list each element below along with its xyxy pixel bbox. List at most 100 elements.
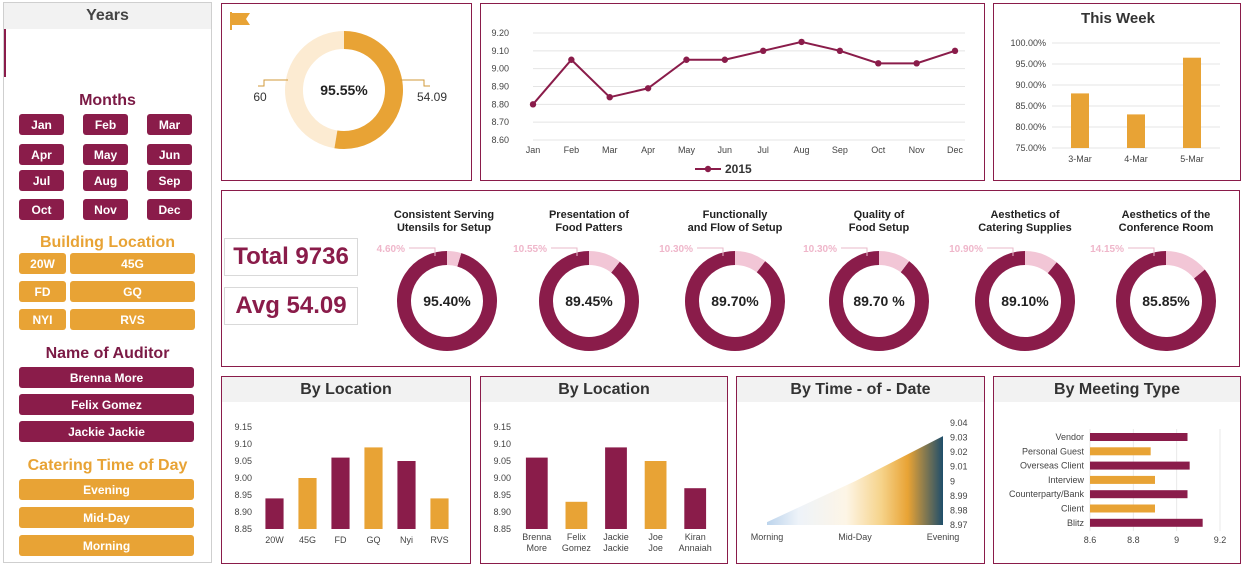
bar-0 xyxy=(265,498,284,529)
month-button-jun[interactable]: Jun xyxy=(147,144,192,165)
donut-gap-arc xyxy=(734,251,766,273)
y-tick-label: 100.00% xyxy=(1010,38,1046,48)
this-week-chart: This Week 75.00% 80.00% 85.00% 90.00% 95.00% 1… xyxy=(1010,10,1220,164)
donut-gap-label: 4.60% xyxy=(377,244,405,255)
catering-button-mid-day[interactable]: Mid-Day xyxy=(19,507,194,528)
building-button-fd[interactable]: FD xyxy=(19,281,66,302)
category-label-line2: Catering Supplies xyxy=(978,222,1072,234)
donut-score-arc xyxy=(1116,251,1216,351)
y-tick-label: 8.90 xyxy=(491,82,509,92)
month-button-aug[interactable]: Aug xyxy=(83,170,128,191)
y-tick-label: 75.00% xyxy=(1015,143,1046,153)
month-button-dec[interactable]: Dec xyxy=(147,199,192,220)
by-auditor-title: By Location xyxy=(481,377,727,402)
x-tick-label: Apr xyxy=(641,145,655,155)
catering-button-morning[interactable]: Morning xyxy=(19,535,194,556)
bar-3 xyxy=(364,447,383,529)
donut-gap-label: 10.30% xyxy=(803,244,837,255)
x-tick-label: Jun xyxy=(718,145,733,155)
bar-1 xyxy=(1090,447,1151,456)
building-button-45g[interactable]: 45G xyxy=(70,253,195,274)
data-point xyxy=(875,60,882,67)
bar-1 xyxy=(565,501,588,529)
category-label-1: Presentation of Food Patters xyxy=(519,209,659,235)
donut-score-label: 89.45% xyxy=(565,293,613,309)
x-tick-label: Evening xyxy=(927,532,960,542)
months-slicer-title: Months xyxy=(79,92,136,109)
building-button-rvs[interactable]: RVS xyxy=(70,309,195,330)
donut-gap-arc xyxy=(446,251,462,267)
data-point xyxy=(721,56,729,63)
donut-gap-arc xyxy=(878,251,910,273)
building-slicer-title: Building Location xyxy=(39,234,176,251)
x-tick-label: Kiran xyxy=(685,532,706,542)
category-label-line2: Conference Room xyxy=(1118,222,1214,234)
auditor-button-2[interactable]: Jackie Jackie xyxy=(19,421,194,442)
category-label-line1: Functionally xyxy=(702,209,768,221)
by-time-panel: By Time - of - Date 8.97 8.98 8.99 9 9.01 9.0… xyxy=(736,376,985,564)
legend-label: 2015 xyxy=(725,162,752,176)
catering-button-evening[interactable]: Evening xyxy=(19,479,194,500)
donut-center-label: 95.55% xyxy=(320,82,368,98)
building-button-nyi[interactable]: NYI xyxy=(19,309,66,330)
y-tick-label: 9.05 xyxy=(493,456,511,466)
y-tick-label: 8.95 xyxy=(493,490,511,500)
building-button-gq[interactable]: GQ xyxy=(70,281,195,302)
catering-slicer-title: Catering Time of Day xyxy=(27,457,188,474)
month-button-oct[interactable]: Oct xyxy=(19,199,64,220)
donut-gap-leader xyxy=(987,247,1014,256)
month-button-jan[interactable]: Jan xyxy=(19,114,64,135)
y-tick-label: 8.85 xyxy=(493,524,511,534)
donut-score-label: 89.70 % xyxy=(853,293,905,309)
category-label-line1: Presentation of xyxy=(548,209,630,221)
y-tick-label: 9.15 xyxy=(493,422,511,432)
y-tick-label: 8.90 xyxy=(234,507,252,517)
category-label-line1: Quality of xyxy=(853,209,905,221)
month-button-mar[interactable]: Mar xyxy=(147,114,192,135)
month-button-apr[interactable]: Apr xyxy=(19,144,64,165)
donut-left-leader xyxy=(258,79,288,87)
y-tick-label: 9.05 xyxy=(234,456,252,466)
x-tick-label: Mar xyxy=(602,145,618,155)
y-tick-label: 8.95 xyxy=(234,490,252,500)
month-button-sep[interactable]: Sep xyxy=(147,170,192,191)
month-button-may[interactable]: May xyxy=(83,144,128,165)
y-tick-label: Counterparty/Bank xyxy=(1009,489,1085,499)
category-label-4: Aesthetics of Catering Supplies xyxy=(955,209,1095,235)
flag-icon xyxy=(230,12,250,30)
building-button-20w[interactable]: 20W xyxy=(19,253,66,274)
y-tick-label: 8.97 xyxy=(950,520,968,530)
bar-3-Mar xyxy=(1071,93,1089,148)
by-meeting-title: By Meeting Type xyxy=(994,377,1240,402)
donut-gap-label: 10.90% xyxy=(949,244,983,255)
donut-score-label: 89.10% xyxy=(1001,293,1049,309)
month-button-jul[interactable]: Jul xyxy=(19,170,64,191)
category-label-line2: Food Patters xyxy=(555,222,623,234)
x-tick-label: Jan xyxy=(526,145,541,155)
y-tick-label: 9.01 xyxy=(950,462,968,472)
x-tick-label: Nov xyxy=(909,145,926,155)
by-time-title: By Time - of - Date xyxy=(737,377,984,402)
data-point xyxy=(644,85,652,92)
auditor-button-0[interactable]: Brenna More xyxy=(19,367,194,388)
bar-5 xyxy=(430,498,449,529)
bar-4-Mar xyxy=(1127,114,1145,148)
x-tick-label: Feb xyxy=(564,145,580,155)
donut-gap-label: 10.55% xyxy=(513,244,547,255)
donut-right-leader xyxy=(400,79,430,87)
x-tick-label: Brenna xyxy=(522,532,551,542)
x-tick-label: Sep xyxy=(832,145,848,155)
month-button-feb[interactable]: Feb xyxy=(83,114,128,135)
years-slicer-body[interactable] xyxy=(4,29,6,77)
x-tick-label: Jackie xyxy=(603,532,629,542)
bar-0 xyxy=(1090,433,1188,441)
category-donuts-chart: 95.40% 4.60% 89.45% 10.55% 89.70% 10.30% 89.70… xyxy=(377,244,1216,351)
y-tick-label: 8.80 xyxy=(491,99,509,109)
data-point xyxy=(951,47,959,55)
month-button-nov[interactable]: Nov xyxy=(83,199,128,220)
y-tick-label: 9.04 xyxy=(950,418,968,428)
x-tick-label: Joe xyxy=(648,532,663,542)
donut-score-arc xyxy=(975,251,1075,351)
category-label-line1: Aesthetics of the xyxy=(1121,209,1211,221)
auditor-button-1[interactable]: Felix Gomez xyxy=(19,394,194,415)
